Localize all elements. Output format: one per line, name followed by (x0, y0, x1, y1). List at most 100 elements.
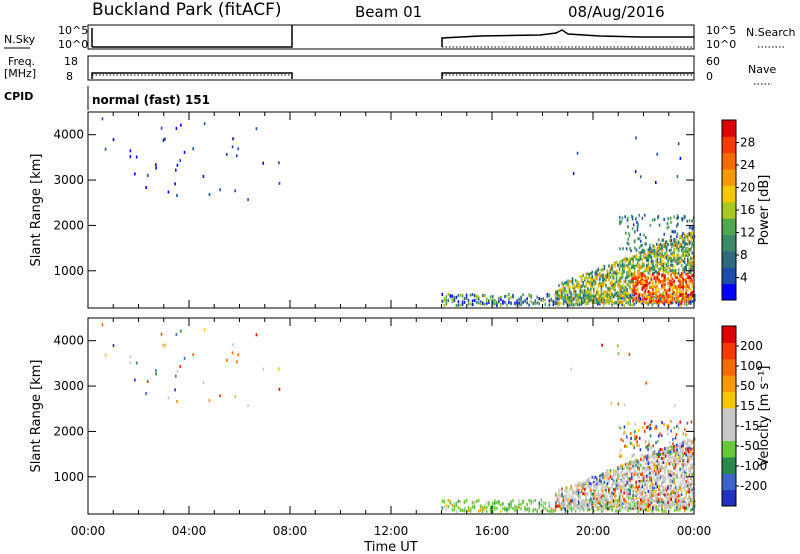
echo-cell (615, 469, 618, 473)
echo-cell (593, 300, 595, 304)
echo-cell (645, 508, 648, 512)
echo-cell (664, 277, 666, 281)
echo-cell (634, 246, 636, 250)
echo-cell (683, 499, 686, 503)
echo-cell (652, 271, 654, 275)
colorbar-segment (722, 169, 736, 186)
echo-cell (651, 218, 654, 222)
echo-cell (649, 298, 651, 302)
echo-cell (674, 449, 677, 453)
echo-cell (689, 299, 692, 303)
echo-cell (673, 491, 675, 495)
echo-cell (682, 231, 684, 235)
echo-cell (606, 274, 609, 278)
echo-cell (463, 509, 466, 513)
echo-cell (626, 435, 628, 439)
echo-cell (674, 456, 677, 460)
echo-cell (633, 470, 636, 474)
echo-cell (647, 453, 650, 457)
echo-cell (689, 463, 692, 467)
echo-cell (577, 504, 580, 508)
echo-cell (231, 145, 234, 149)
echo-cell (652, 262, 654, 266)
echo-cell (618, 301, 621, 305)
echo-cell (625, 231, 627, 235)
echo-cell (656, 425, 659, 429)
echo-cell (686, 490, 689, 494)
echo-cell (670, 248, 672, 252)
echo-cell (647, 462, 650, 466)
echo-cell (633, 507, 636, 511)
echo-cell (629, 267, 631, 271)
echo-cell (626, 292, 628, 296)
echo-cell (582, 281, 584, 285)
echo-cell (639, 479, 642, 483)
echo-cell (642, 291, 645, 295)
echo-cell (655, 479, 657, 483)
echo-cell (562, 282, 565, 286)
echo-cell (542, 297, 545, 301)
echo-cell (451, 503, 454, 507)
echo-cell (673, 290, 675, 294)
echo-cell (670, 489, 672, 493)
echo-cell (670, 263, 672, 267)
echo-cell (658, 434, 660, 438)
echo-cell (544, 506, 547, 510)
echo-cell (591, 492, 594, 496)
echo-cell (621, 286, 624, 290)
echo-cell (609, 471, 612, 475)
echo-cell (654, 427, 656, 431)
echo-cell (688, 233, 691, 237)
echo-cell (661, 461, 663, 465)
echo-cell (655, 294, 657, 298)
echo-cell (658, 503, 660, 507)
echo-cell (603, 502, 606, 506)
echo-cell (646, 444, 649, 448)
echo-cell (596, 493, 598, 497)
echo-cell (641, 506, 644, 510)
echo-cell (671, 495, 674, 499)
echo-cell (641, 459, 644, 463)
echo-cell (668, 457, 671, 461)
echo-cell (626, 282, 628, 286)
echo-cell (658, 487, 660, 491)
echo-cell (635, 255, 638, 259)
echo-cell (683, 504, 686, 508)
echo-cell (649, 487, 651, 491)
echo-cell (632, 272, 634, 276)
echo-cell (691, 478, 694, 482)
echo-cell (606, 269, 609, 273)
echo-cell (609, 300, 612, 304)
nave-tick-bottom: 0 (706, 70, 713, 83)
echo-cell (659, 457, 662, 461)
echo-cell (632, 464, 634, 468)
echo-cell (582, 508, 585, 512)
echo-cell (573, 491, 575, 495)
echo-cell (686, 481, 689, 485)
echo-cell (683, 464, 686, 468)
echo-cell (641, 500, 644, 504)
echo-cell (656, 247, 659, 251)
echo-cell (689, 442, 692, 446)
echo-cell (686, 455, 689, 459)
echo-cell (655, 277, 657, 281)
echo-cell (500, 297, 502, 301)
power-colorbar-label: Power [dB] (757, 175, 772, 246)
echo-cell (619, 453, 621, 457)
echo-cell (674, 493, 677, 497)
echo-cell (659, 492, 662, 496)
echo-cell (626, 476, 628, 480)
echo-cell (167, 190, 170, 194)
echo-cell (682, 240, 684, 244)
echo-cell (589, 485, 592, 489)
echo-cell (639, 257, 642, 261)
echo-cell (676, 476, 678, 480)
echo-cell (662, 262, 665, 266)
echo-cell (670, 469, 672, 473)
echo-cell (560, 507, 563, 511)
echo-cell (679, 484, 681, 488)
echo-cell (641, 294, 644, 298)
echo-cell (606, 485, 609, 489)
echo-cell (682, 463, 684, 467)
echo-cell (677, 503, 680, 507)
